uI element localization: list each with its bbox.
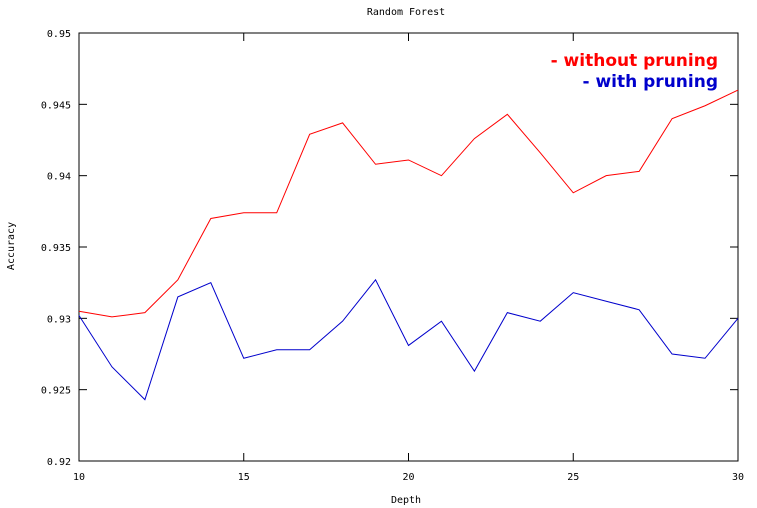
plot-area: 0.92 0.925 0.93 0.935 0.94 0.945 0.95 10 15 20 25 3… xyxy=(41,29,744,483)
series-line-2 xyxy=(78,278,739,401)
series-1-point xyxy=(704,105,706,107)
legend-entry-1: - without pruning xyxy=(551,51,718,71)
series-1-point xyxy=(144,312,146,314)
y-tick-label: 0.925 xyxy=(41,386,71,397)
series-2-point xyxy=(671,353,673,355)
series-1-point xyxy=(408,159,410,161)
series-1-point xyxy=(473,138,475,140)
series-2-point xyxy=(243,357,245,359)
legend-entry-2: - with pruning xyxy=(582,72,718,92)
series-1-point xyxy=(638,170,640,172)
series-1-point xyxy=(539,152,541,154)
series-2-point xyxy=(144,399,146,401)
x-tick-label: 20 xyxy=(402,472,414,483)
series-2-point xyxy=(111,366,113,368)
y-tick-label: 0.94 xyxy=(47,172,71,183)
y-tick-label: 0.92 xyxy=(47,457,71,468)
series-1-point xyxy=(342,122,344,124)
y-axis-title: Accuracy xyxy=(6,222,17,270)
x-tick-label: 15 xyxy=(238,472,250,483)
series-2-point xyxy=(440,320,442,322)
series-1-point xyxy=(243,212,245,214)
series-2-point xyxy=(210,282,212,284)
x-tick-label: 10 xyxy=(73,472,85,483)
plot-frame xyxy=(78,32,739,462)
x-tick-label: 25 xyxy=(567,472,579,483)
chart-title: Random Forest xyxy=(367,7,445,18)
series-1-point xyxy=(506,113,508,115)
series-2-point xyxy=(177,296,179,298)
series-2-point xyxy=(704,357,706,359)
y-tick-label: 0.945 xyxy=(41,100,71,111)
series-1-point xyxy=(671,118,673,120)
y-tick-label: 0.935 xyxy=(41,243,71,254)
y-tick-label: 0.95 xyxy=(47,29,71,40)
y-tick-label: 0.93 xyxy=(47,314,71,325)
series-1-point xyxy=(440,175,442,177)
series-2-point xyxy=(605,300,607,302)
series-2-point xyxy=(539,320,541,322)
series-1-point xyxy=(375,163,377,165)
series-1-point xyxy=(111,316,113,318)
series-1-point xyxy=(605,175,607,177)
series-2-point xyxy=(737,317,739,319)
series-2-point xyxy=(276,349,278,351)
series-2-point xyxy=(78,314,80,316)
series-1-point xyxy=(737,89,739,91)
series-2-point xyxy=(638,309,640,311)
series-2-point xyxy=(506,312,508,314)
series-2-point xyxy=(572,292,574,294)
x-axis-title: Depth xyxy=(391,495,421,506)
series-1-point xyxy=(309,133,311,135)
x-tick-label: 30 xyxy=(732,472,744,483)
series-2-point xyxy=(473,370,475,372)
series-1-point xyxy=(78,310,80,312)
series-1-point xyxy=(177,279,179,281)
series-1-point xyxy=(572,192,574,194)
series-2-point xyxy=(375,279,377,281)
series-1-point xyxy=(210,217,212,219)
series-2-point xyxy=(408,344,410,346)
series-2-point xyxy=(342,320,344,322)
series-1-point xyxy=(276,212,278,214)
series-line-1 xyxy=(78,89,739,318)
series-2-point xyxy=(309,349,311,351)
